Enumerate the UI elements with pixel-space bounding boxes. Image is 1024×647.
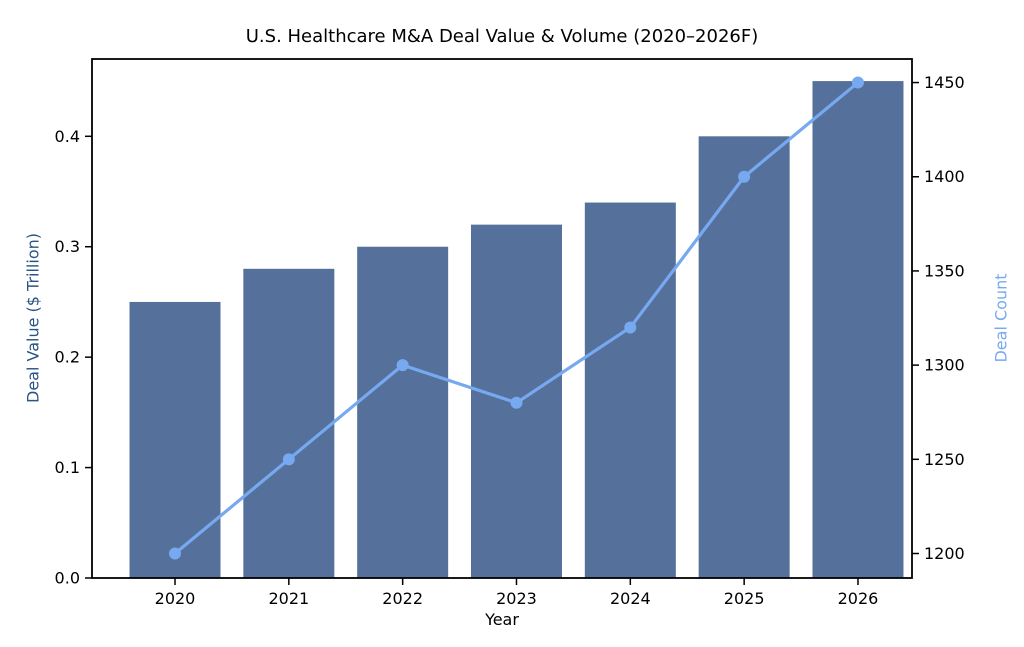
- x-tick-label: 2022: [382, 589, 423, 608]
- chart-title: U.S. Healthcare M&A Deal Value & Volume …: [245, 26, 759, 47]
- y-tick-label-right: 1350: [924, 261, 965, 280]
- x-tick-label: 2025: [724, 589, 765, 608]
- y-tick-label-left: 0.2: [55, 348, 80, 367]
- y-tick-label-right: 1250: [924, 450, 965, 469]
- y-tick-label-right: 1400: [924, 167, 965, 186]
- bar-2025: [698, 136, 790, 579]
- marker-2020: [169, 547, 181, 560]
- x-tick-label: 2023: [496, 589, 537, 608]
- x-tick-label: 2021: [268, 589, 309, 608]
- marker-2025: [738, 170, 751, 183]
- marker-2024: [624, 321, 637, 334]
- y-axis-label-right: Deal Count: [991, 273, 1011, 363]
- marker-2022: [396, 359, 409, 372]
- y-tick-label-right: 1300: [924, 356, 965, 375]
- bar-2021: [243, 268, 335, 578]
- x-tick-label: 2026: [838, 589, 879, 608]
- y-tick-label-right: 1450: [924, 73, 965, 92]
- marker-2023: [510, 396, 523, 409]
- y-tick-label-right: 1200: [924, 544, 965, 563]
- y-tick-label-left: 0.3: [55, 237, 80, 256]
- bar-2024: [584, 202, 676, 578]
- marker-2026: [851, 76, 864, 89]
- y-tick-label-left: 0.1: [55, 458, 80, 477]
- bar-2026: [812, 81, 904, 578]
- y-tick-label-left: 0.4: [55, 127, 80, 146]
- x-tick-label: 2024: [610, 589, 651, 608]
- y-tick-label-left: 0.0: [55, 569, 80, 588]
- x-axis-label: Year: [485, 610, 519, 629]
- bar-2022: [357, 246, 449, 579]
- bar-2020: [129, 301, 221, 578]
- plot-spines: [91, 58, 913, 579]
- marker-2021: [282, 453, 295, 466]
- x-tick-label: 2020: [155, 589, 196, 608]
- y-axis-label-left: Deal Value ($ Trillion): [23, 233, 43, 403]
